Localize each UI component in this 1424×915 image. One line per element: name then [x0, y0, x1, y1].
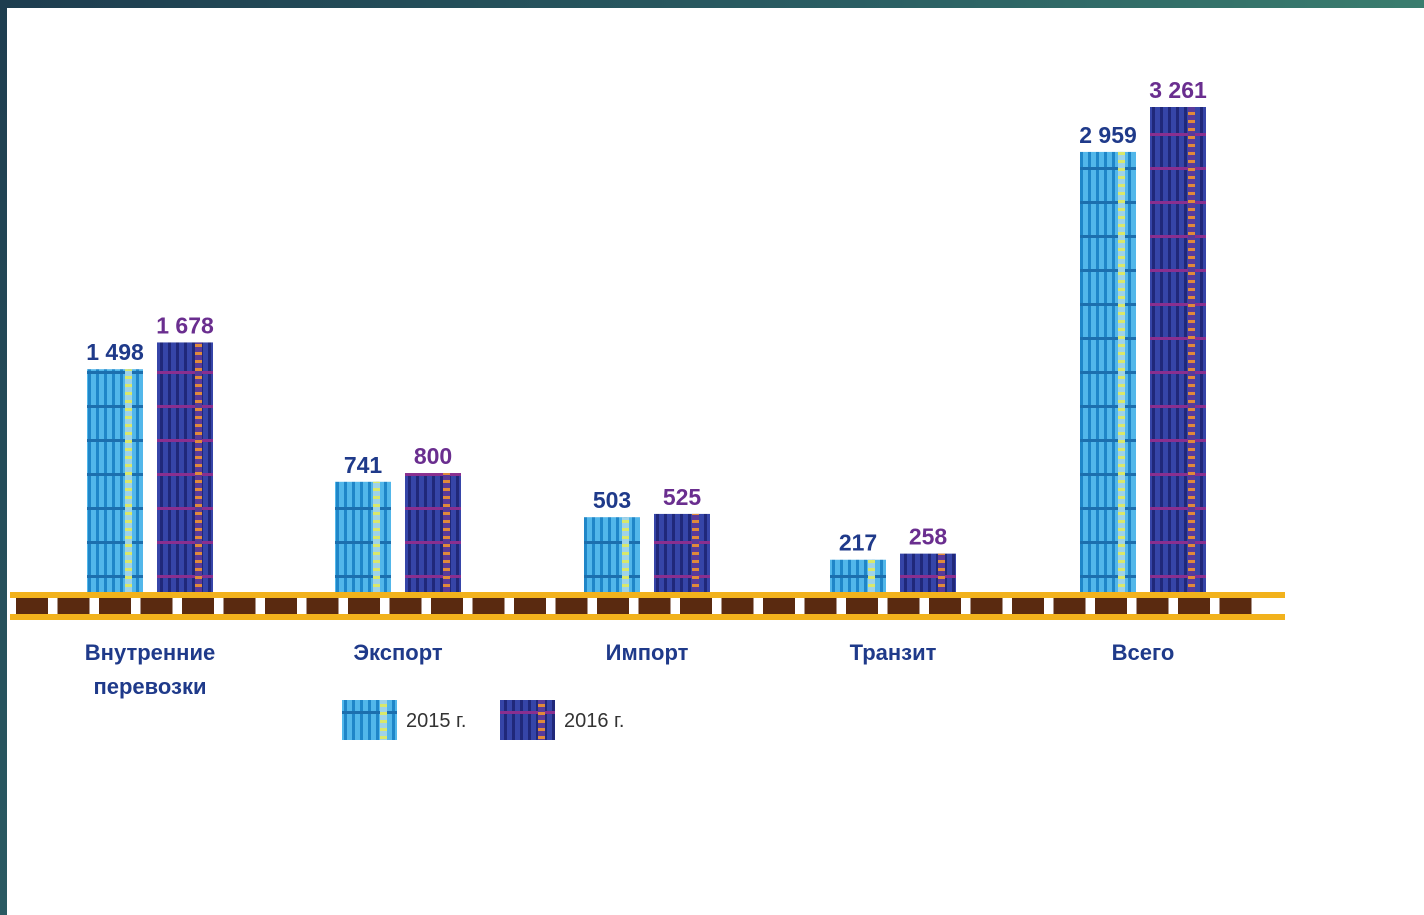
rail-sleeper-24: [1012, 598, 1044, 614]
bar-1-3: [900, 553, 956, 592]
legend-label-1: 2016 г.: [564, 710, 624, 732]
rail-top: [10, 592, 1285, 598]
rail-sleeper-8: [348, 598, 380, 614]
rail-sleeper-26: [1095, 598, 1127, 614]
bar-1-0: [157, 342, 213, 592]
category-label-1-0: Экспорт: [353, 640, 442, 665]
category-label-3-0: Транзит: [850, 640, 937, 665]
rail-bottom: [10, 614, 1285, 620]
value-label-0-4: 2 959: [1079, 122, 1137, 148]
rail-sleeper-12: [514, 598, 546, 614]
bar-accent-1-3: [938, 553, 945, 592]
rail-sleeper-4: [182, 598, 214, 614]
rail-sleeper-22: [929, 598, 961, 614]
value-label-0-2: 503: [593, 487, 631, 513]
category-label-2-0: Импорт: [606, 640, 689, 665]
bar-accent-1-0: [195, 342, 202, 592]
bar-accent-1-2: [692, 513, 699, 592]
category-label-4-0: Всего: [1112, 640, 1175, 665]
rail-sleeper-16: [680, 598, 712, 614]
bar-accent-1-4: [1188, 107, 1195, 592]
bars-layer: [87, 107, 1206, 593]
bar-accent-0-0: [125, 369, 132, 592]
value-label-1-4: 3 261: [1149, 77, 1207, 103]
rail-sleeper-9: [389, 598, 422, 614]
rail-sleeper-5: [223, 598, 256, 614]
value-label-1-1: 800: [414, 443, 452, 469]
rail-sleeper-11: [472, 598, 505, 614]
bar-1-1: [405, 473, 461, 592]
rail-sleeper-10: [431, 598, 463, 614]
value-label-1-3: 258: [909, 524, 948, 550]
bar-0-1: [335, 481, 391, 592]
rail-sleeper-1: [57, 598, 90, 614]
rail-sleeper-2: [99, 598, 131, 614]
railway-baseline: [10, 592, 1285, 620]
bar-0-4: [1080, 151, 1136, 593]
rail-sleeper-6: [265, 598, 297, 614]
rail-sleeper-25: [1053, 598, 1086, 614]
rail-sleeper-17: [721, 598, 754, 614]
value-label-0-3: 217: [839, 530, 877, 556]
legend-swatch-accent-1: [538, 700, 545, 740]
rail-sleeper-3: [140, 598, 173, 614]
bar-accent-1-1: [443, 473, 450, 592]
category-label-0-1: перевозки: [93, 674, 206, 699]
value-label-0-0: 1 498: [86, 339, 144, 365]
rail-sleeper-29: [1219, 598, 1252, 614]
legend-swatch-0: [342, 700, 397, 740]
bar-accent-0-2: [622, 517, 629, 592]
bar-accent-0-3: [868, 559, 875, 592]
legend-swatch-1: [500, 700, 555, 740]
rail-sleeper-0: [16, 598, 48, 614]
bar-1-4: [1150, 107, 1206, 592]
rail-sleeper-19: [804, 598, 837, 614]
rail-sleeper-15: [638, 598, 671, 614]
rail-sleeper-23: [970, 598, 1003, 614]
rail-sleeper-7: [306, 598, 339, 614]
bar-0-2: [584, 517, 640, 592]
top-frame-bar: [0, 0, 1424, 8]
value-label-1-0: 1 678: [156, 312, 214, 338]
rail-sleeper-27: [1136, 598, 1169, 614]
legend: 2015 г. 2016 г.: [342, 700, 624, 740]
left-frame-bar: [0, 0, 7, 915]
legend-swatch-accent-0: [380, 700, 387, 740]
category-label-0-0: Внутренние: [85, 640, 215, 665]
rail-sleeper-18: [763, 598, 795, 614]
labels-layer: 1 498 1 678 Внутренние перевозки 741 800 Экспо…: [85, 77, 1207, 699]
rail-sleeper-28: [1178, 598, 1210, 614]
bar-1-2: [654, 513, 710, 592]
bar-0-3: [830, 559, 886, 592]
rail-sleeper-21: [887, 598, 920, 614]
rail-sleeper-14: [597, 598, 629, 614]
legend-label-0: 2015 г.: [406, 710, 466, 732]
bar-accent-0-1: [373, 481, 380, 592]
rail-sleeper-20: [846, 598, 878, 614]
value-label-1-2: 525: [663, 484, 702, 510]
rail-sleeper-13: [555, 598, 588, 614]
bar-0-0: [87, 369, 143, 592]
bar-accent-0-4: [1118, 151, 1125, 593]
value-label-0-1: 741: [344, 452, 383, 478]
